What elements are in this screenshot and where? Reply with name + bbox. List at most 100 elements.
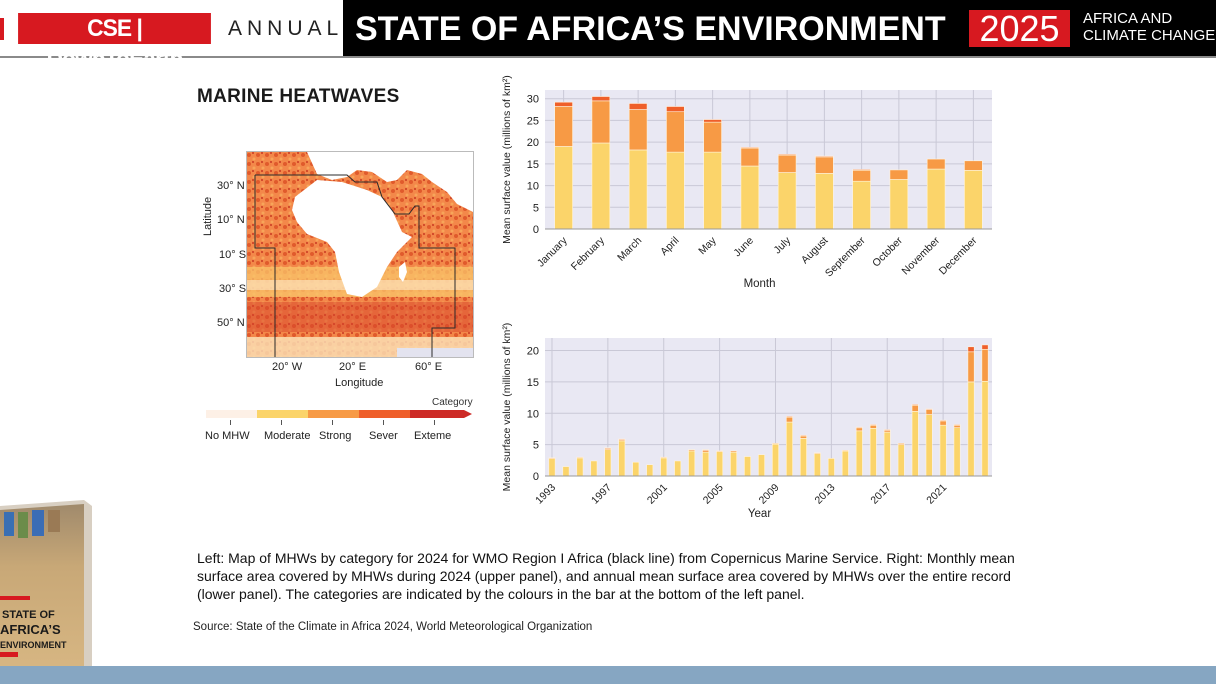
bar-segment-moderate: [576, 457, 584, 477]
bar-segment-moderate: [897, 444, 905, 477]
bar-segment-sever: [967, 346, 975, 353]
bar-segment-strong: [813, 452, 821, 454]
bar-segment-sever: [815, 155, 834, 158]
x-tick-label: December: [937, 234, 980, 277]
bar-segment-moderate: [964, 170, 983, 230]
bar-segment-strong: [939, 420, 947, 426]
bar-segment-strong: [964, 160, 983, 171]
map-xlabel: Longitude: [335, 377, 384, 389]
bar-segment-sever: [852, 169, 871, 171]
report-title: STATE OF AFRICA’S ENVIRONMENT: [355, 10, 946, 48]
bar-segment-moderate: [855, 430, 863, 477]
bar-segment-moderate: [702, 451, 710, 477]
bar-segment-strong: [926, 158, 946, 170]
bar-segment-moderate: [967, 381, 975, 477]
x-tick-label: February: [569, 234, 608, 273]
bar-segment-moderate: [911, 411, 919, 477]
bar-segment-strong: [688, 449, 696, 452]
y-tick-label: 5: [533, 202, 539, 214]
x-tick-label: 1993: [533, 482, 558, 507]
bar-segment-sever: [628, 103, 648, 110]
bar-segment-moderate: [889, 179, 909, 230]
bar-segment-moderate: [758, 454, 765, 477]
book-title-line-2: AFRICA’S: [0, 622, 61, 637]
bar-segment-strong: [772, 443, 779, 445]
year-badge: 2025: [969, 10, 1070, 47]
bar-segment-sever: [618, 438, 626, 441]
x-axis-title: Month: [744, 278, 776, 290]
y-tick-label: 15: [527, 159, 539, 171]
bar-segment-moderate: [939, 424, 947, 477]
bar-segment-strong: [777, 154, 797, 173]
bar-segment-strong: [576, 456, 584, 459]
legend-tick: [332, 420, 333, 425]
bar-segment-moderate: [674, 460, 682, 477]
bar-segment-moderate: [841, 450, 849, 477]
bar-segment-sever: [786, 416, 793, 418]
bar-segment-strong: [591, 100, 611, 144]
legend-title: Category: [432, 397, 473, 408]
legend-tick: [281, 420, 282, 425]
y-tick-label: 15: [527, 377, 539, 389]
bar-segment-moderate: [740, 165, 760, 230]
bar-segment-sever: [939, 419, 947, 422]
bar-segment-sever: [911, 404, 919, 406]
bar-segment-moderate: [926, 168, 946, 230]
bar-segment-strong: [548, 457, 556, 459]
x-tick-label: September: [823, 234, 868, 279]
bar-segment-moderate: [590, 460, 598, 477]
bar-segment-sever: [869, 424, 877, 426]
figure-caption: Left: Map of MHWs by category for 2024 f…: [197, 550, 1015, 602]
bar-segment-sever: [981, 344, 989, 350]
x-tick-label: May: [696, 234, 719, 257]
lat-tick: 30° S: [219, 283, 247, 295]
legend-tick: [383, 420, 384, 425]
bar-segment-sever: [953, 424, 961, 426]
bar-segment-sever: [591, 96, 611, 102]
legend-label-no-mhw: No MHW: [205, 430, 250, 442]
annual-label: ANNUAL: [228, 17, 344, 40]
x-axis-title: Year: [748, 508, 771, 520]
bar-segment-moderate: [981, 380, 989, 477]
bar-segment-moderate: [827, 458, 835, 477]
bar-segment-moderate: [646, 464, 654, 477]
bar-segment-strong: [925, 409, 933, 415]
bar-segment-sever: [777, 153, 797, 156]
bar-segment-strong: [554, 106, 573, 147]
bar-segment-moderate: [716, 451, 724, 477]
book-title-line-3: ENVIRONMENT: [0, 640, 67, 650]
x-tick-label: August: [799, 235, 831, 267]
bar-segment-moderate: [777, 172, 797, 230]
bar-segment-moderate: [772, 443, 779, 477]
bar-segment-strong: [841, 449, 849, 452]
bar-segment-moderate: [632, 461, 640, 477]
header-edge-accent: [0, 18, 4, 40]
legend-swatch-no-mhw: [206, 410, 257, 418]
y-tick-label: 0: [533, 224, 539, 236]
mhw-map: [246, 151, 474, 358]
bar-segment-strong: [740, 147, 760, 167]
y-tick-label: 5: [533, 440, 539, 452]
source-note: Source: State of the Climate in Africa 2…: [193, 621, 593, 633]
x-tick-label: April: [658, 235, 681, 258]
y-tick-label: 10: [527, 181, 539, 193]
lat-tick: 10° S: [219, 249, 247, 261]
bar-segment-sever: [855, 426, 863, 429]
bar-segment-moderate: [618, 440, 626, 477]
subtitle-line-2: CLIMATE CHANGE: [1083, 27, 1216, 44]
legend-swatch-moderate: [257, 410, 308, 418]
bar-segment-moderate: [562, 466, 570, 477]
bar-segment-sever: [740, 147, 760, 149]
y-axis-title: Mean surface value (millions of km²): [501, 75, 513, 244]
book-cover-image: STATE OF AFRICA’S ENVIRONMENT: [0, 500, 92, 684]
bar-segment-moderate: [925, 414, 933, 477]
bar-segment-strong: [628, 109, 648, 151]
bar-segment-strong: [660, 456, 668, 459]
legend-tick: [434, 420, 435, 425]
bar-segment-sever: [883, 429, 891, 431]
bar-segment-sever: [702, 449, 710, 451]
x-tick-label: October: [870, 234, 905, 269]
legend-swatch-sever: [359, 410, 410, 418]
bar-segment-sever: [604, 447, 612, 449]
